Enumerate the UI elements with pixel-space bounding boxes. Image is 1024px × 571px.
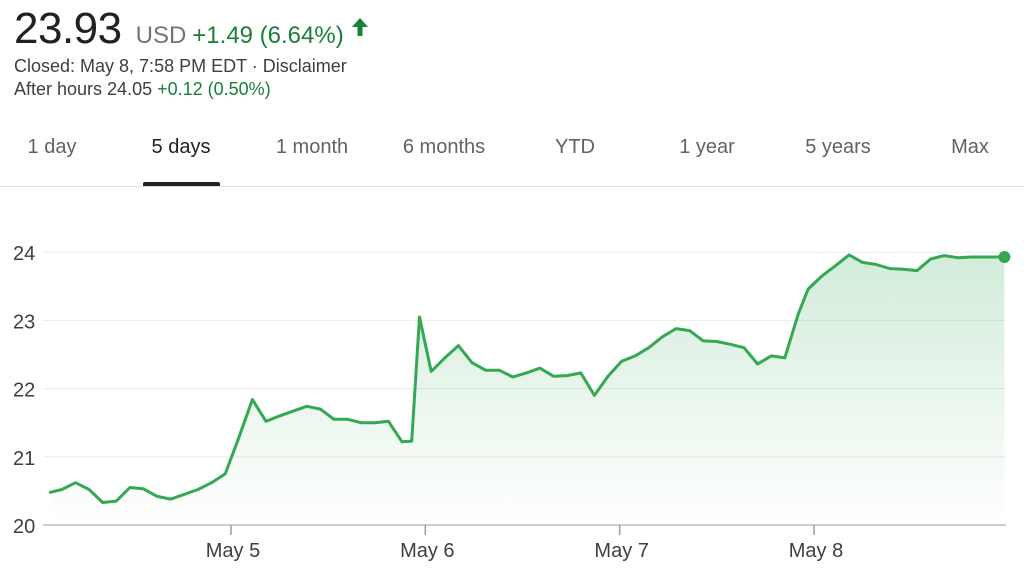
y-tick-label: 20 <box>13 516 35 538</box>
x-tick-label: May 6 <box>400 540 454 562</box>
y-tick-label: 22 <box>13 380 35 402</box>
price-change: +1.49 (6.64%) <box>192 22 344 49</box>
x-axis: May 5 May 6 May 7 May 8 <box>43 524 1006 562</box>
current-price: 23.93 <box>14 4 122 53</box>
x-tick-label: May 5 <box>206 540 260 562</box>
price-chart: 20 21 22 23 24 May 5 May 6 May 7 May 8 <box>13 243 1011 562</box>
price-line-series <box>48 253 1006 504</box>
price-line: 23.93 USD +1.49 (6.64%) <box>14 4 370 54</box>
closed-status: Closed: May 8, 7:58 PM EDT · Disclaimer <box>14 56 347 76</box>
active-tab-indicator <box>143 182 220 186</box>
range-tabs: 1 day 5 days 1 month 6 months YTD 1 year… <box>0 120 1024 187</box>
tab-1-month[interactable]: 1 month <box>275 136 349 158</box>
price-area-fill <box>50 254 1005 525</box>
y-tick-label: 24 <box>13 243 35 265</box>
tab-1-day[interactable]: 1 day <box>27 136 77 158</box>
y-axis-labels: 20 21 22 23 24 <box>13 243 35 538</box>
y-tick-label: 23 <box>13 311 35 333</box>
tab-1-year[interactable]: 1 year <box>679 136 735 158</box>
y-tick-label: 21 <box>13 448 35 470</box>
after-hours-change: +0.12 (0.50%) <box>157 79 271 99</box>
last-price-marker <box>998 250 1011 263</box>
series-layer <box>48 250 1011 525</box>
after-hours-status: After hours 24.05 +0.12 (0.50%) <box>14 79 370 100</box>
arrow-up-icon <box>351 18 368 36</box>
x-tick-label: May 7 <box>594 540 648 562</box>
tab-ytd[interactable]: YTD <box>555 136 595 158</box>
x-tick-label: May 8 <box>789 540 843 562</box>
after-hours-price: After hours 24.05 <box>14 79 153 99</box>
tab-6-months[interactable]: 6 months <box>402 136 486 158</box>
tab-5-days[interactable]: 5 days <box>151 136 211 158</box>
quote-header: 23.93 USD +1.49 (6.64%) Closed: May 8, 7… <box>14 4 370 100</box>
tab-5-years[interactable]: 5 years <box>805 136 871 158</box>
currency-label: USD <box>135 22 187 49</box>
tab-max[interactable]: Max <box>951 136 989 158</box>
